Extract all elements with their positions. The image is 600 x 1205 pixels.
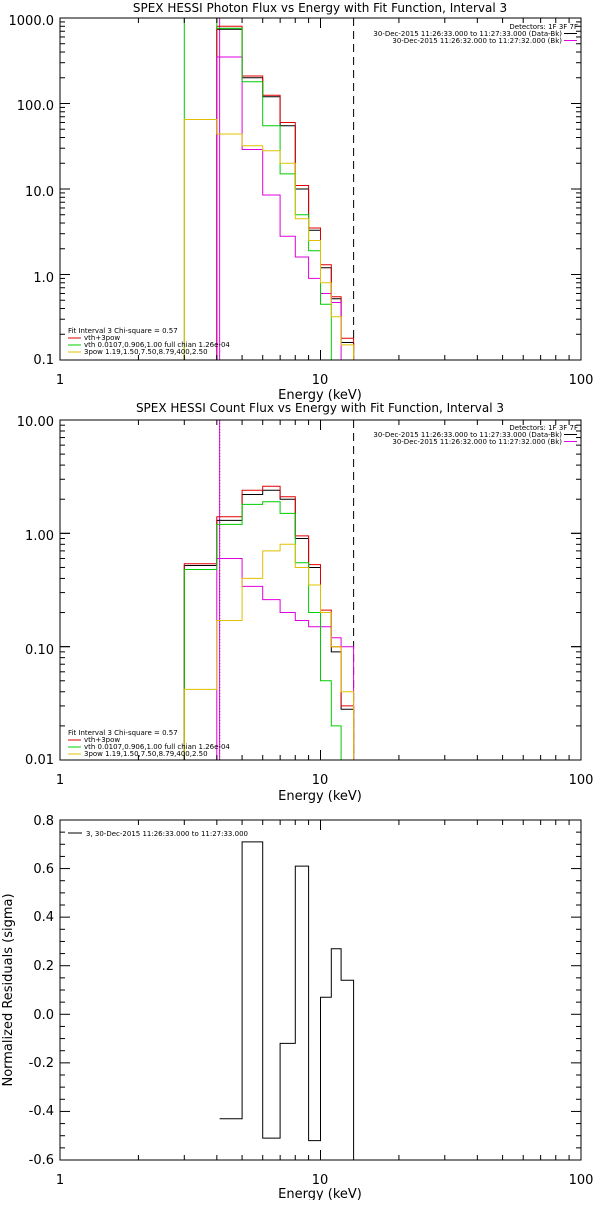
count-flux-series	[183, 485, 355, 760]
photon-flux-header-line: 30-Dec-2015 11:26:32.000 to 11:27:32.000…	[392, 37, 562, 45]
count-flux-legend-line: 3pow 1.19,1.50,7.50,8.79,400,2.50	[84, 750, 208, 758]
count-flux-header-line: Detectors: 1F 3F 7F	[509, 424, 578, 432]
photon-flux-legend-line: vth+3pow	[84, 334, 120, 342]
residuals-ytick-label: 0.2	[33, 959, 54, 974]
count-flux-ytick-label: 0.01	[25, 753, 54, 768]
count-flux-title: SPEX HESSI Count Flux vs Energy with Fit…	[136, 401, 504, 415]
photon-flux-xtick-label: 1	[56, 373, 64, 388]
count-flux-ytick-label: 1.00	[25, 529, 54, 544]
count-flux-xtick-label: 1	[56, 773, 64, 788]
residuals-ticks	[59, 819, 581, 1161]
count-flux-legend-line: vth+3pow	[84, 736, 120, 744]
photon-flux-xtick-label: 100	[569, 373, 594, 388]
photon-flux-legend-line: 3pow 1.19,1.50,7.50,8.79,400,2.50	[84, 348, 208, 356]
residuals-panel: 1 10 100 -0.6 -0.4 -0.2 0.0 0.2 0.4 0.6 …	[1, 814, 594, 1202]
residuals-ytick-label: -0.2	[29, 1056, 54, 1071]
residuals-legend-line: 3, 30-Dec-2015 11:26:33.000 to 11:27:33.…	[86, 830, 248, 838]
count-flux-legend-line: Fit Interval 3 Chi-square = 0.57	[68, 729, 178, 737]
photon-flux-header-line: Detectors: 1F 3F 7F	[509, 23, 578, 31]
residuals-xtick-label: 1	[56, 1173, 64, 1188]
photon-flux-vlines	[219, 18, 355, 360]
residuals-ytick-label: 0.4	[33, 910, 54, 925]
photon-flux-series-line	[183, 17, 342, 361]
photon-flux-ytick-label: 0.1	[33, 353, 54, 368]
photon-flux-series	[183, 17, 355, 361]
count-flux-legend-line: vth 0.0107,0.906,1.00 full chian 1.26e-0…	[84, 743, 230, 751]
photon-flux-title: SPEX HESSI Photon Flux vs Energy with Fi…	[133, 1, 507, 15]
photon-flux-xlabel: Energy (keV)	[278, 388, 362, 403]
residuals-ytick-label: 0.8	[33, 814, 54, 829]
residuals-ytick-label: -0.6	[29, 1153, 54, 1168]
photon-flux-legend-line: Fit Interval 3 Chi-square = 0.57	[68, 327, 178, 335]
residuals-series-line	[219, 841, 355, 1160]
photon-flux-xtick-label: 10	[312, 373, 329, 388]
residuals-ytick-label: 0.6	[33, 862, 54, 877]
photon-flux-header-line: 30-Dec-2015 11:26:33.000 to 11:27:33.000…	[373, 30, 562, 38]
residuals-xlabel: Energy (keV)	[278, 1187, 362, 1200]
count-flux-ytick-label: 0.10	[25, 643, 54, 658]
count-flux-ticks	[59, 419, 581, 761]
photon-flux-panel: SPEX HESSI Photon Flux vs Energy with Fi…	[9, 1, 594, 403]
count-flux-xlabel: Energy (keV)	[278, 789, 362, 804]
photon-flux-series-line	[216, 25, 355, 360]
count-flux-panel: SPEX HESSI Count Flux vs Energy with Fit…	[17, 401, 594, 804]
residuals-ytick-label: 0.0	[33, 1008, 54, 1023]
residuals-xtick-label: 100	[569, 1173, 594, 1188]
count-flux-series-line	[183, 543, 355, 760]
count-flux-xtick-label: 100	[569, 773, 594, 788]
count-flux-series-line	[183, 485, 355, 760]
photon-flux-ticks	[59, 17, 581, 361]
photon-flux-legend-line: vth 0.0107,0.906,1.00 full chian 1.26e-0…	[84, 341, 230, 349]
photon-flux-series-line	[216, 28, 355, 360]
photon-flux-ytick-label: 1.0	[33, 271, 54, 286]
count-flux-vlines	[219, 420, 355, 760]
photon-flux-series-line	[183, 119, 355, 360]
count-flux-ytick-label: 10.00	[17, 415, 54, 430]
photon-flux-ytick-label: 100.0	[17, 99, 54, 114]
photon-flux-axes-frame	[59, 17, 582, 361]
count-flux-header-line: 30-Dec-2015 11:26:33.000 to 11:27:33.000…	[373, 431, 562, 439]
count-flux-xtick-label: 10	[312, 773, 329, 788]
residuals-series	[219, 841, 355, 1160]
count-flux-series-line	[216, 558, 355, 760]
residuals-xtick-label: 10	[312, 1173, 329, 1188]
photon-flux-ytick-label: 1000.0	[9, 14, 55, 29]
count-flux-series-line	[183, 501, 342, 760]
count-flux-series-line	[183, 489, 355, 760]
count-flux-header-line: 30-Dec-2015 11:26:32.000 to 11:27:32.000…	[392, 438, 562, 446]
photon-flux-ytick-label: 10.0	[25, 185, 54, 200]
residuals-ytick-label: -0.4	[29, 1104, 54, 1119]
photon-flux-series-line	[216, 56, 342, 360]
residuals-ylabel: Normalized Residuals (sigma)	[1, 893, 16, 1086]
